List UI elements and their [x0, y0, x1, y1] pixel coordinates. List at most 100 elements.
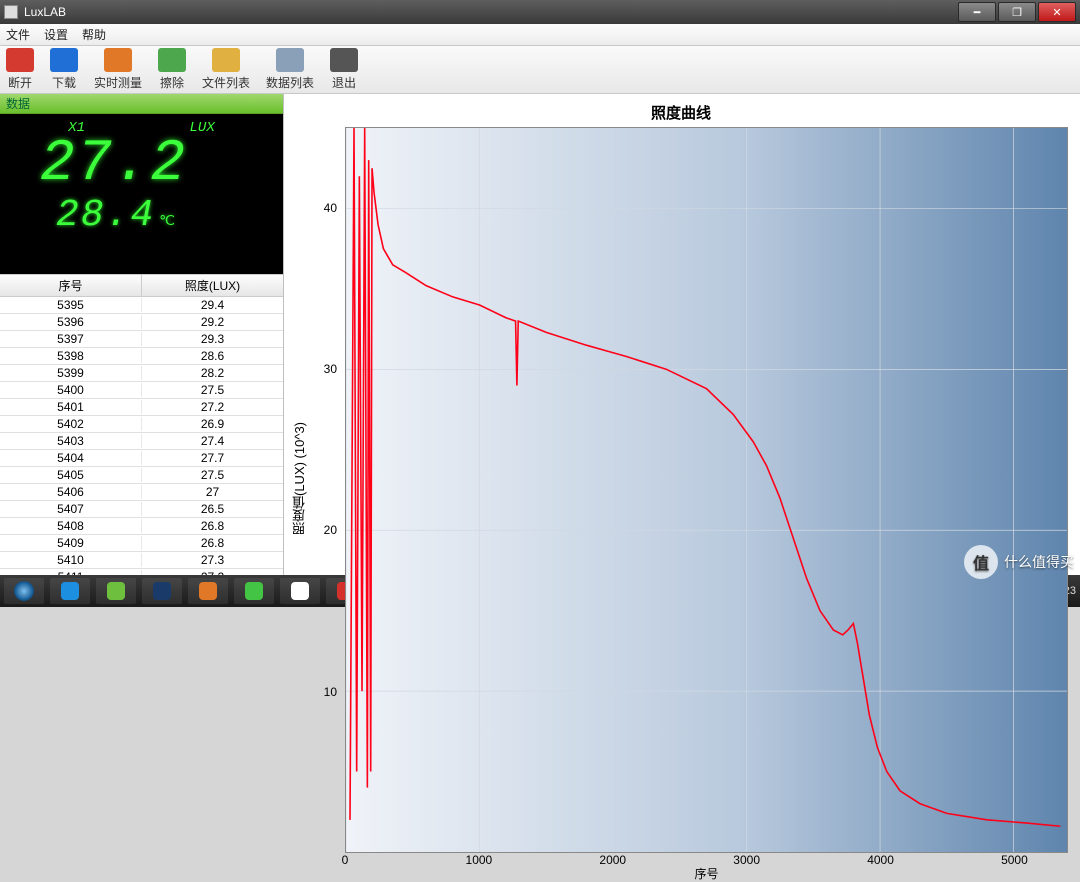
lcd-sub-unit: ℃ [159, 214, 177, 230]
table-cell: 5409 [0, 536, 142, 550]
toolbar-label: 实时测量 [94, 74, 142, 91]
xtick: 5000 [1001, 853, 1028, 867]
app-icon [199, 582, 217, 600]
table-cell: 28.2 [142, 366, 283, 380]
table-cell: 5410 [0, 553, 142, 567]
toolbar-label: 下载 [52, 74, 76, 91]
toolbar-label: 断开 [8, 74, 32, 91]
table-cell: 27 [142, 485, 283, 499]
table-cell: 27.5 [142, 383, 283, 397]
taskbar-app[interactable] [96, 578, 136, 604]
toolbar-数据列表[interactable]: 数据列表 [266, 48, 314, 91]
ytick: 10 [324, 685, 337, 699]
table-row[interactable]: 539828.6 [0, 348, 283, 365]
table-row[interactable]: 540226.9 [0, 416, 283, 433]
app-icon [61, 582, 79, 600]
xtick: 3000 [733, 853, 760, 867]
col-index[interactable]: 序号 [0, 275, 142, 296]
menubar: 文件设置帮助 [0, 24, 1080, 46]
app-icon [4, 5, 18, 19]
chart-plot [345, 127, 1068, 853]
lcd-display: X1 LUX 27.2 28.4℃ [0, 114, 283, 274]
table-cell: 26.8 [142, 536, 283, 550]
table-cell: 29.2 [142, 315, 283, 329]
table-cell: 5395 [0, 298, 142, 312]
table-cell: 5403 [0, 434, 142, 448]
table-cell: 28.6 [142, 349, 283, 363]
minimize-button[interactable]: ━ [958, 2, 996, 22]
table-row[interactable]: 540027.5 [0, 382, 283, 399]
maximize-button[interactable]: ❐ [998, 2, 1036, 22]
table-cell: 5407 [0, 502, 142, 516]
table-cell: 5402 [0, 417, 142, 431]
toolbar: 断开 下载 实时测量 擦除 文件列表数据列表退出 [0, 46, 1080, 94]
xtick: 2000 [599, 853, 626, 867]
table-cell: 5398 [0, 349, 142, 363]
table-header: 序号 照度(LUX) [0, 274, 283, 297]
table-row[interactable]: 540627 [0, 484, 283, 501]
toolbar-icon [212, 48, 240, 72]
table-row[interactable]: 540327.4 [0, 433, 283, 450]
table-cell: 5405 [0, 468, 142, 482]
table-cell: 27.3 [142, 553, 283, 567]
ytick: 40 [324, 201, 337, 215]
titlebar: LuxLAB ━ ❐ ✕ [0, 0, 1080, 24]
toolbar-下载[interactable]: 下载 [50, 48, 78, 91]
close-button[interactable]: ✕ [1038, 2, 1076, 22]
start-button[interactable] [4, 578, 44, 604]
menu-item[interactable]: 帮助 [82, 26, 106, 43]
table-cell: 26.9 [142, 417, 283, 431]
table-cell: 5396 [0, 315, 142, 329]
toolbar-label: 擦除 [160, 74, 184, 91]
toolbar-退出[interactable]: 退出 [330, 48, 358, 91]
table-row[interactable]: 540726.5 [0, 501, 283, 518]
toolbar-实时测量[interactable]: 实时测量 [94, 48, 142, 91]
toolbar-擦除[interactable]: 擦除 [158, 48, 186, 91]
table-row[interactable]: 539629.2 [0, 314, 283, 331]
ytick: 30 [324, 362, 337, 376]
toolbar-label: 文件列表 [202, 74, 250, 91]
table-cell: 29.4 [142, 298, 283, 312]
table-row[interactable]: 540127.2 [0, 399, 283, 416]
taskbar-app[interactable] [234, 578, 274, 604]
table-cell: 26.5 [142, 502, 283, 516]
menu-item[interactable]: 设置 [44, 26, 68, 43]
table-cell: 5399 [0, 366, 142, 380]
toolbar-label: 退出 [332, 74, 356, 91]
taskbar-app[interactable] [50, 578, 90, 604]
taskbar-app[interactable] [188, 578, 228, 604]
table-body[interactable]: 539529.4539629.2539729.3539828.6539928.2… [0, 297, 283, 575]
table-row[interactable]: 540826.8 [0, 518, 283, 535]
table-row[interactable]: 540427.7 [0, 450, 283, 467]
table-cell: 5406 [0, 485, 142, 499]
table-cell: 5400 [0, 383, 142, 397]
col-lux[interactable]: 照度(LUX) [142, 275, 283, 296]
table-row[interactable]: 541027.3 [0, 552, 283, 569]
lcd-main-value: 27.2 [16, 136, 267, 194]
toolbar-icon [6, 48, 34, 72]
toolbar-断开[interactable]: 断开 [6, 48, 34, 91]
app-icon [107, 582, 125, 600]
toolbar-文件列表[interactable]: 文件列表 [202, 48, 250, 91]
table-row[interactable]: 540926.8 [0, 535, 283, 552]
table-row[interactable]: 539928.2 [0, 365, 283, 382]
menu-item[interactable]: 文件 [6, 26, 30, 43]
table-cell: 26.8 [142, 519, 283, 533]
taskbar-app[interactable] [142, 578, 182, 604]
toolbar-icon [330, 48, 358, 72]
app-icon [153, 582, 171, 600]
table-cell: 5401 [0, 400, 142, 414]
data-panel-header: 数据 [0, 94, 283, 114]
table-cell: 27.2 [142, 400, 283, 414]
lcd-unit-right: LUX [190, 120, 215, 136]
ytick: 20 [324, 523, 337, 537]
window-title: LuxLAB [24, 5, 956, 19]
chart-title: 照度曲线 [288, 98, 1074, 127]
table-row[interactable]: 539529.4 [0, 297, 283, 314]
table-row[interactable]: 540527.5 [0, 467, 283, 484]
table-row[interactable]: 539729.3 [0, 331, 283, 348]
table-cell: 27.7 [142, 451, 283, 465]
xtick: 1000 [466, 853, 493, 867]
toolbar-icon [158, 48, 186, 72]
table-cell: 5397 [0, 332, 142, 346]
